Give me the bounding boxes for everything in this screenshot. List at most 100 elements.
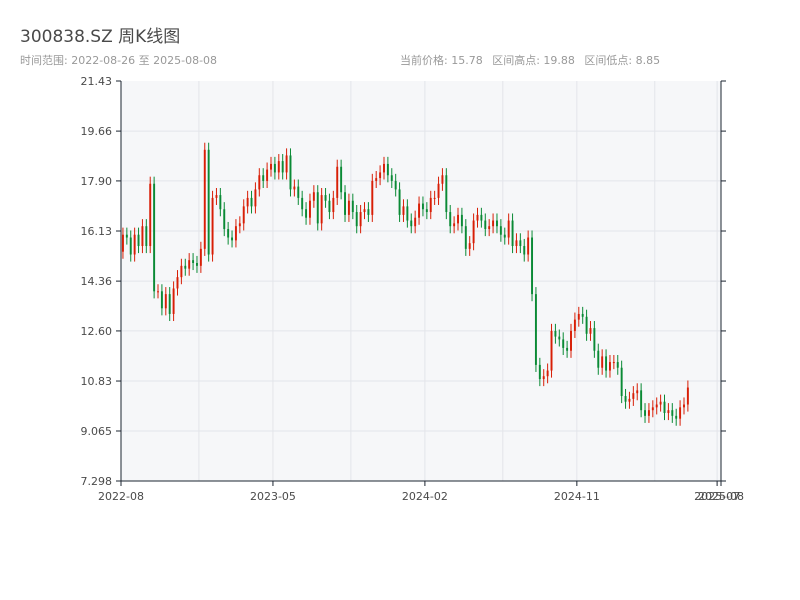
candle (254, 182, 257, 214)
candle (671, 403, 674, 423)
candle-body (460, 214, 463, 227)
y-tick-label: 9.065 (81, 425, 113, 438)
candle (523, 238, 526, 262)
candle-body (686, 387, 689, 405)
candle-body (683, 404, 685, 408)
candle-body (328, 200, 331, 213)
candle (340, 159, 343, 200)
candle (480, 207, 483, 228)
candle (499, 219, 502, 242)
candle (351, 193, 354, 220)
candle (324, 187, 327, 208)
candle (176, 270, 179, 296)
y-tick-label: 19.66 (81, 125, 113, 138)
candle-body (375, 178, 378, 181)
candle-body (344, 192, 346, 215)
candle (371, 173, 374, 222)
current-price: 当前价格: 15.78 (400, 54, 483, 67)
candle-body (464, 226, 467, 249)
x-tick-label: 2025-08 (698, 490, 744, 503)
candle-body (527, 237, 530, 255)
candle-body (507, 220, 510, 238)
candle (515, 233, 518, 254)
candle-body (305, 209, 308, 218)
candle (219, 187, 222, 217)
candle-body (573, 319, 576, 331)
candle (425, 202, 428, 220)
candle (546, 363, 549, 384)
candle (160, 284, 163, 316)
candle-body (316, 192, 319, 224)
candle-body (585, 316, 588, 334)
candle (655, 397, 658, 415)
y-tick-label: 21.43 (81, 75, 113, 88)
candle-body (340, 166, 343, 193)
candle-body (196, 262, 198, 266)
candle (336, 159, 339, 205)
candle-body (542, 376, 545, 380)
candle-body (394, 180, 397, 190)
candle (157, 284, 159, 299)
candle-body (651, 407, 654, 411)
candle (601, 349, 604, 375)
candle-body (297, 186, 300, 198)
candle (192, 253, 195, 271)
candle (570, 323, 572, 358)
candle (141, 219, 144, 254)
candle (659, 394, 662, 412)
candle (628, 391, 631, 409)
candle-body (293, 186, 296, 190)
candle-body (320, 195, 323, 224)
candle (121, 227, 124, 259)
candle (437, 176, 440, 205)
candle-body (168, 294, 171, 314)
candle-body (160, 291, 163, 309)
candle (562, 332, 565, 355)
candle (636, 383, 639, 401)
date-range-subtitle: 时间范围: 2022-08-26 至 2025-08-08 (20, 54, 218, 67)
candle (386, 156, 389, 183)
candle (538, 357, 541, 387)
candle (199, 241, 202, 273)
candle (285, 148, 288, 180)
candle (457, 207, 459, 231)
candle (238, 216, 241, 234)
candle (367, 202, 370, 222)
candle-body (636, 390, 639, 394)
candle-body (270, 163, 272, 170)
candle (577, 306, 580, 327)
candle (379, 165, 382, 186)
candle (488, 219, 491, 237)
candle-body (231, 237, 234, 241)
candle-body (558, 336, 561, 340)
candle (640, 383, 643, 418)
candle (133, 227, 136, 262)
candle (145, 219, 148, 254)
candle (305, 202, 308, 225)
candle (266, 162, 269, 188)
candle-body (624, 396, 627, 402)
candle (316, 185, 319, 231)
candle-body (386, 163, 389, 176)
candle-body (250, 197, 253, 207)
candle-body (597, 350, 600, 368)
candle-body (180, 265, 183, 278)
candle (203, 142, 206, 256)
candle-body (383, 163, 385, 173)
candle-body (492, 220, 495, 227)
candle-body (480, 214, 483, 221)
candle (363, 202, 366, 220)
candle (390, 168, 393, 188)
candle (507, 213, 510, 245)
candle (184, 258, 187, 276)
candle-body (301, 197, 304, 210)
candle-body (499, 226, 502, 235)
candle-body (277, 161, 280, 173)
candle-body (262, 175, 265, 181)
candle-body (632, 393, 635, 399)
candle (581, 306, 584, 324)
candle (383, 156, 385, 180)
candle-body (203, 149, 206, 249)
chart-title: 300838.SZ 周K线图 (20, 27, 181, 47)
